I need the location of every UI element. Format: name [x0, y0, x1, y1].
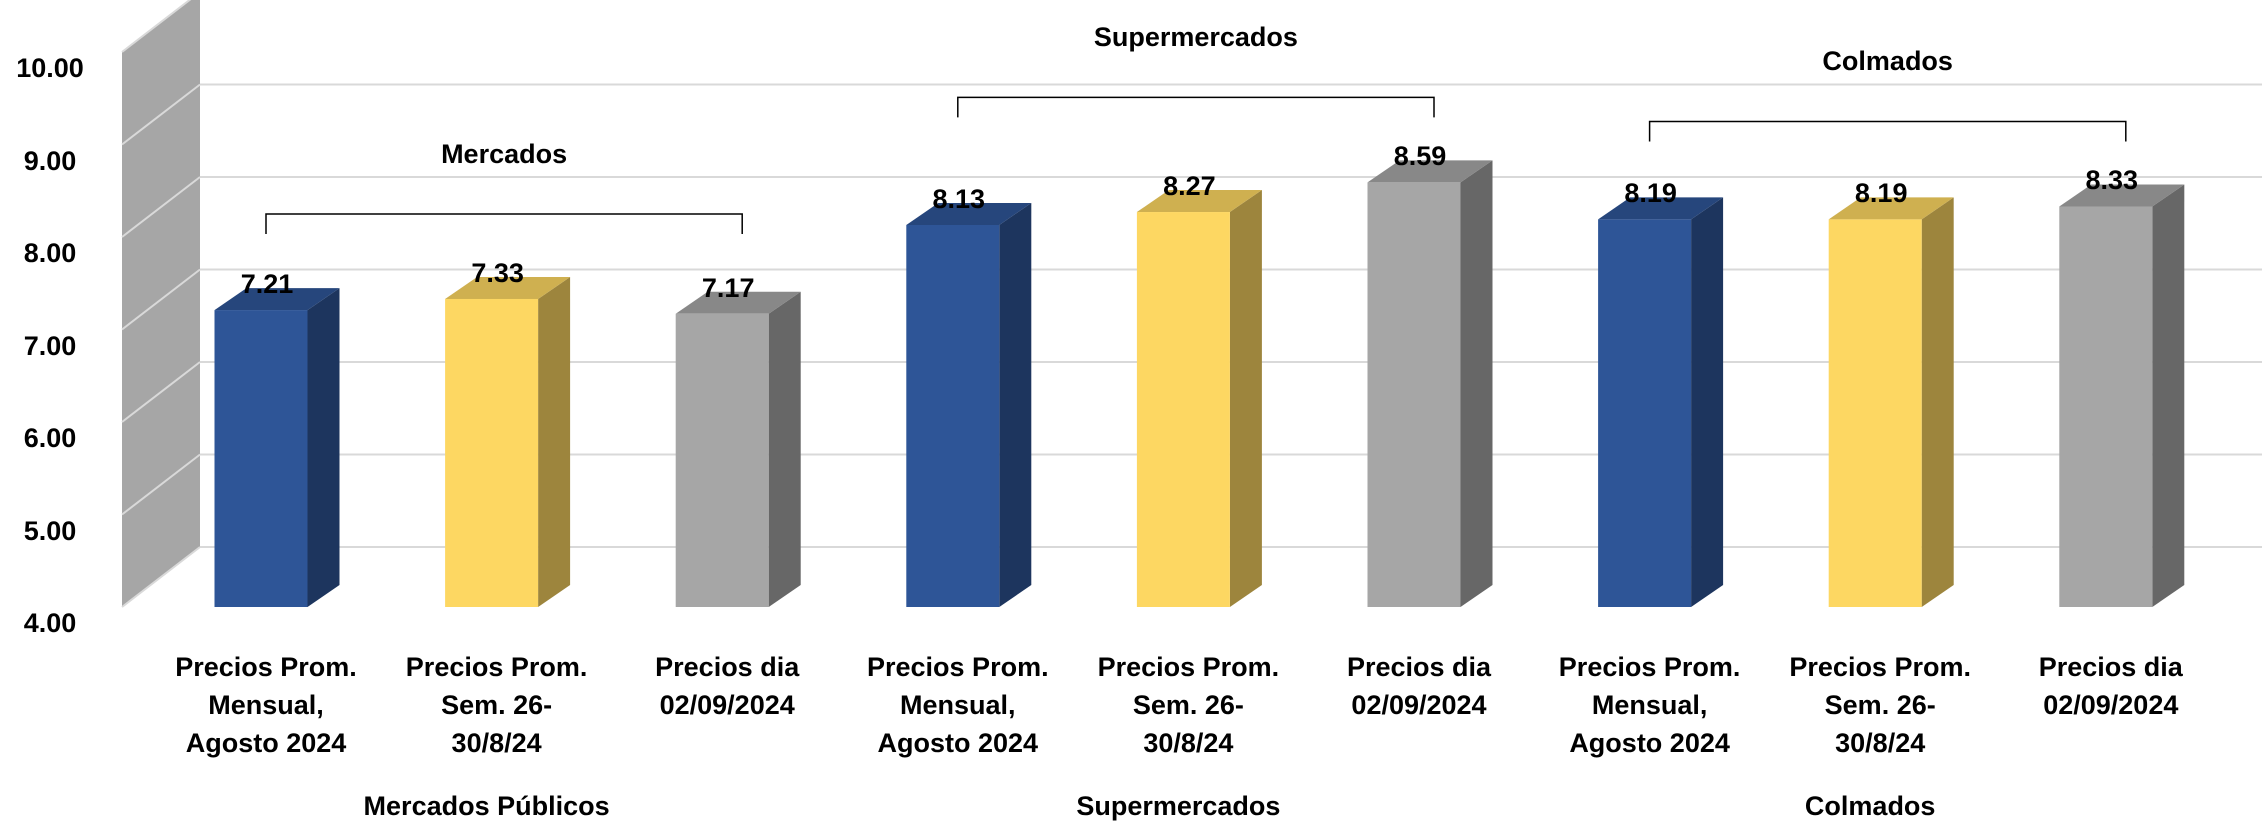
bracket-label: Mercados	[423, 134, 586, 173]
y-tick-label: 10.00	[16, 53, 84, 83]
x-tick-label: Precios Prom. Mensual, Agosto 2024	[175, 652, 357, 758]
bar-side	[1691, 197, 1724, 608]
bar-side	[2152, 184, 2185, 607]
bar-side	[1460, 160, 1493, 608]
wall-grid-line	[121, 83, 201, 146]
group-label: Colmados	[1804, 791, 1936, 821]
x-tick-label: Precios Prom. Sem. 26-30/8/24	[405, 652, 588, 758]
value-label: 8.19	[1854, 178, 1908, 209]
y-tick-label: 6.00	[23, 423, 77, 453]
bar-top	[906, 202, 1032, 225]
x-tick-label: Precios dia 02/09/2024	[2038, 652, 2183, 720]
bar-side	[1921, 197, 1954, 608]
bar-top	[445, 276, 571, 299]
y-tick-label: 7.00	[23, 330, 77, 361]
bar	[675, 313, 769, 607]
wall-grid-line	[121, 176, 201, 238]
wall-grid-line	[121, 268, 201, 331]
value-label: 8.13	[932, 183, 986, 214]
value-label: 8.33	[2085, 165, 2139, 196]
side-wall	[122, 0, 200, 607]
bar-side	[768, 291, 801, 607]
x-tick-label: Precios dia 02/09/2024	[1346, 652, 1492, 720]
bar-top	[1828, 197, 1954, 220]
bracket	[265, 213, 743, 234]
bar-top	[1136, 190, 1262, 213]
bar-top	[2059, 184, 2185, 207]
bracket	[957, 96, 1435, 118]
bar-side	[538, 276, 571, 607]
bar	[214, 310, 308, 607]
value-label: 7.21	[240, 269, 294, 300]
value-label: 7.33	[471, 257, 524, 288]
group-label: Mercados Públicos	[363, 791, 610, 821]
wall-grid-line	[121, 0, 192, 53]
y-tick-label: 5.00	[23, 515, 77, 546]
value-label: 8.19	[1624, 178, 1677, 209]
bar	[1828, 219, 1922, 608]
x-tick-label: Precios Prom. Mensual, Agosto 2024	[1558, 652, 1741, 758]
bracket-label: Supermercados	[1075, 18, 1316, 57]
value-label: 8.59	[1393, 141, 1447, 172]
x-tick-label: Precios Prom. Sem. 26-30/8/24	[1097, 652, 1280, 758]
y-tick-label: 9.00	[23, 145, 77, 176]
bar	[906, 224, 1000, 607]
value-label: 7.17	[701, 272, 755, 303]
x-tick-label: Precios dia 02/09/2024	[655, 652, 800, 720]
group-label: Supermercados	[1076, 791, 1281, 821]
bar-top	[1367, 160, 1493, 183]
bar	[2059, 206, 2153, 607]
bar-side	[999, 202, 1032, 607]
x-tick-label: Precios Prom. Mensual, Agosto 2024	[867, 652, 1049, 758]
bar	[1598, 219, 1692, 608]
value-label: 8.27	[1163, 171, 1216, 202]
bar	[1367, 182, 1461, 608]
y-tick-label: 8.00	[23, 238, 77, 268]
x-tick-label: Precios Prom. Sem. 26-30/8/24	[1789, 652, 1971, 758]
bar-top	[1598, 197, 1724, 220]
bar	[445, 298, 539, 607]
bar	[1136, 212, 1230, 607]
wall-grid-line	[121, 546, 201, 608]
bar-side	[1229, 190, 1262, 607]
bar-side	[307, 288, 340, 607]
y-tick-label: 4.00	[23, 608, 77, 638]
wall-grid-line	[121, 361, 201, 423]
bracket	[1648, 120, 2127, 142]
wall-grid-line	[121, 453, 201, 516]
bar-top	[214, 288, 340, 311]
bracket-label: Colmados	[1804, 42, 1971, 81]
bar-top	[675, 291, 801, 314]
